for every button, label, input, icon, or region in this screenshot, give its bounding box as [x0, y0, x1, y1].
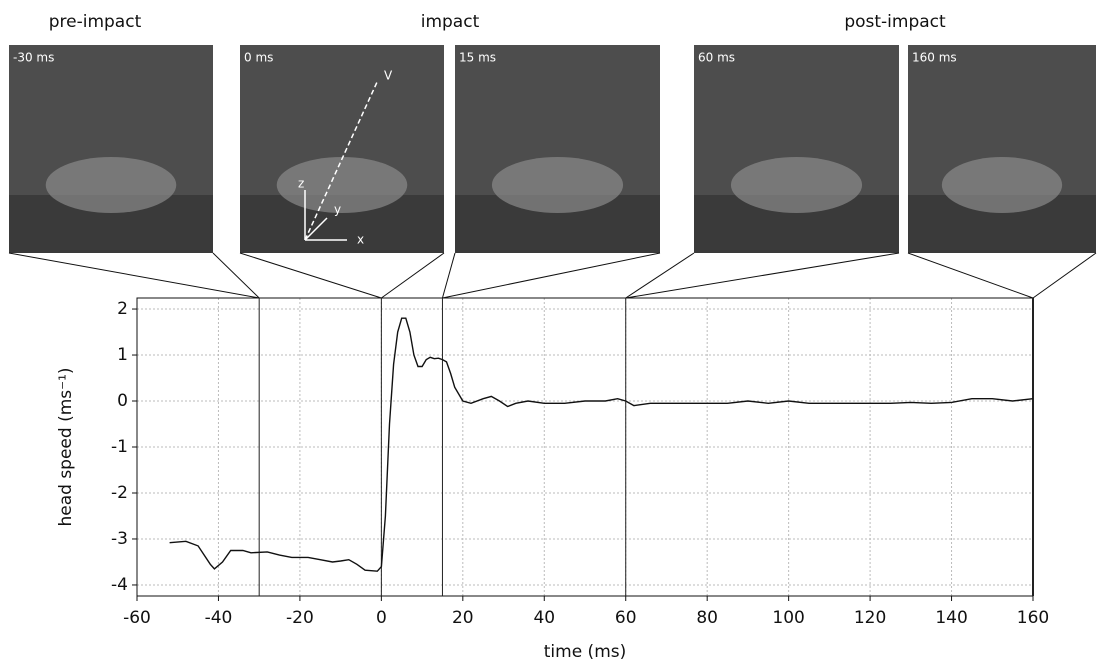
x-tick-label: 160: [1017, 608, 1049, 628]
axis-annotation: y: [334, 203, 341, 217]
x-tick-label: -40: [205, 608, 233, 628]
zoom-line: [1033, 253, 1096, 298]
x-tick-label: 40: [533, 608, 555, 628]
zoom-line: [908, 253, 1033, 298]
y-axis-label: head speed (ms⁻¹): [56, 367, 76, 526]
frame-label: 0 ms: [244, 51, 273, 65]
axis-annotation: x: [357, 233, 364, 247]
frame-label: 160 ms: [912, 51, 957, 65]
insect: [492, 157, 623, 213]
x-axis-label: time (ms): [544, 642, 627, 662]
zoom-line: [9, 253, 259, 298]
frame-label: -30 ms: [13, 51, 54, 65]
x-tick-label: 0: [376, 608, 387, 628]
x-tick-label: 60: [615, 608, 637, 628]
x-tick-label: 100: [772, 608, 804, 628]
speed-line: [170, 318, 1033, 571]
insect: [731, 157, 862, 213]
zoom-line: [381, 253, 444, 298]
zoom-line: [626, 253, 899, 298]
insect: [277, 157, 408, 213]
x-tick-label: 20: [452, 608, 474, 628]
figure: time (ms) head speed (ms⁻¹) pre-impact im…: [0, 0, 1105, 666]
y-tick-label: -4: [111, 575, 128, 595]
x-tick-label: 120: [854, 608, 886, 628]
y-tick-label: 1: [117, 345, 128, 365]
frame-label: 60 ms: [698, 51, 735, 65]
insect: [46, 157, 177, 213]
y-tick-label: 2: [117, 299, 128, 319]
group-header: pre-impact: [49, 12, 142, 32]
group-header: impact: [421, 12, 480, 32]
y-tick-label: 0: [117, 391, 128, 411]
axis-annotation: z: [298, 177, 304, 191]
group-header: post-impact: [844, 12, 946, 32]
zoom-line: [442, 253, 455, 298]
x-tick-label: -60: [123, 608, 151, 628]
x-tick-label: 140: [935, 608, 967, 628]
zoom-line: [626, 253, 694, 298]
axis-annotation: V: [384, 69, 393, 83]
zoom-line: [240, 253, 381, 298]
y-tick-label: -2: [111, 483, 128, 503]
y-tick-label: -3: [111, 529, 128, 549]
x-tick-label: -20: [286, 608, 314, 628]
insect: [942, 157, 1062, 213]
zoom-line: [442, 253, 660, 298]
x-tick-label: 80: [696, 608, 718, 628]
y-tick-label: -1: [111, 437, 128, 457]
frame-label: 15 ms: [459, 51, 496, 65]
